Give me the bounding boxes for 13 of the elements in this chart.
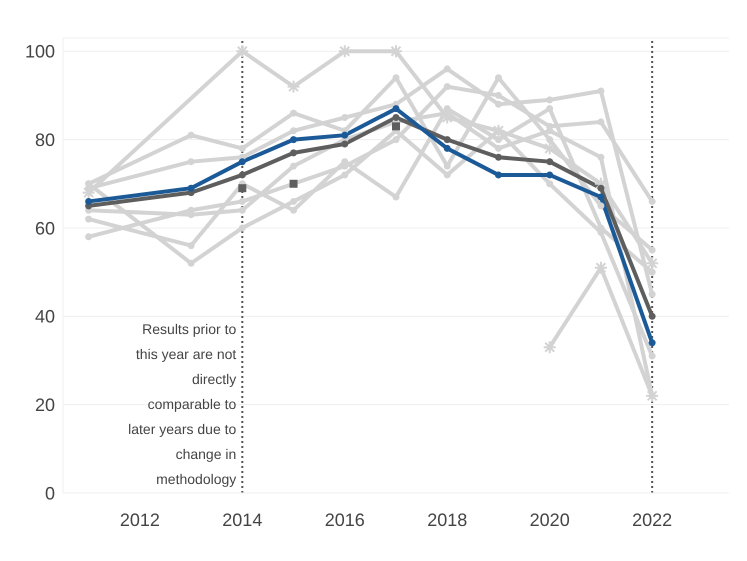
x-tick-label: 2014 bbox=[222, 510, 262, 530]
x-tick-label: 2016 bbox=[324, 510, 365, 530]
y-tick-label: 40 bbox=[34, 306, 55, 327]
x-tick-label: 2012 bbox=[120, 510, 160, 530]
y-tick-label: 80 bbox=[34, 130, 55, 150]
x-tick-label: 2022 bbox=[632, 510, 672, 530]
y-tick-label: 20 bbox=[34, 395, 55, 416]
y-tick-label: 100 bbox=[24, 42, 55, 62]
x-tick-label: 2020 bbox=[530, 510, 570, 530]
ref-line-label: Results prior to this year are not directly comparable to later years due to change in methodology bbox=[128, 321, 237, 487]
y-tick-label: 0 bbox=[44, 483, 55, 504]
y-tick-label: 60 bbox=[34, 218, 55, 238]
x-tick-label: 2018 bbox=[427, 510, 468, 530]
